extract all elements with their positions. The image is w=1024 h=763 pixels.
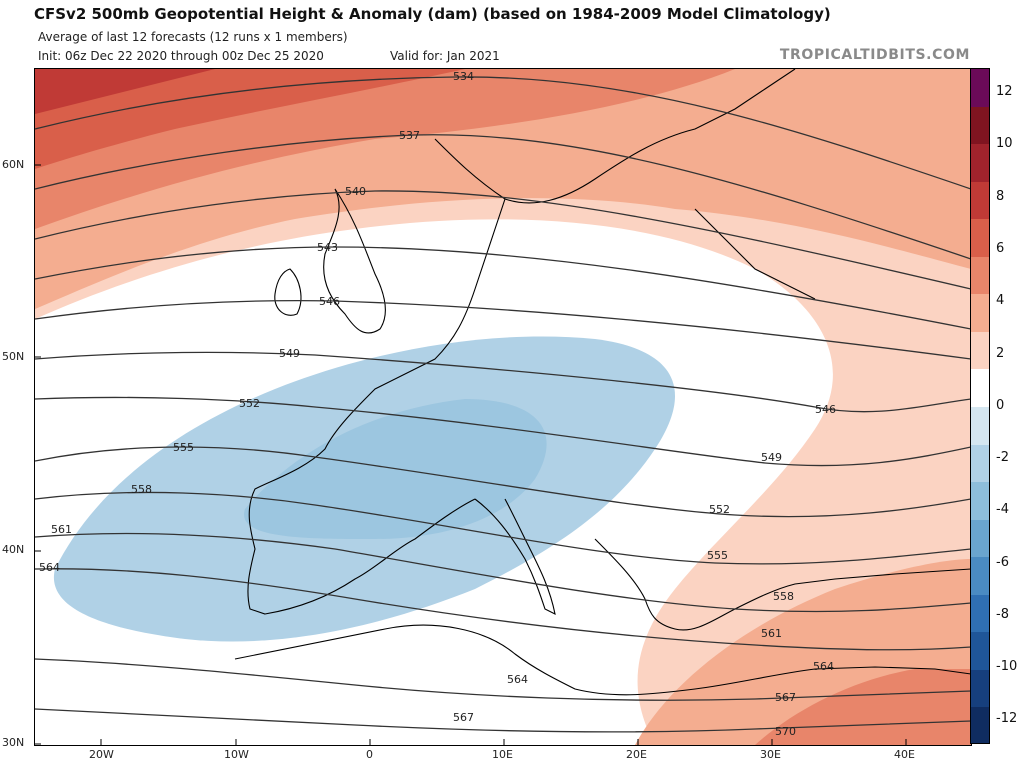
contour-labels: 534 537 540 543 546 549 552 555 558 561 … [39,70,836,738]
western-europe-coast [247,198,506,615]
lon-label-30e: 30E [760,748,781,761]
baltic-coast [694,208,816,300]
chart-title: CFSv2 500mb Geopotential Height & Anomal… [34,5,831,23]
colorbar-segment [971,707,989,743]
colorbar-segment [971,144,989,183]
colorbar-segment [971,369,989,408]
contour-label: 555 [173,441,194,454]
colorbar-label: 2 [996,346,1005,361]
contour-label: 537 [399,129,420,142]
colorbar-segment [971,69,989,108]
axis-ticks [35,164,907,745]
colorbar-segment [971,256,989,295]
scandinavia-coast [434,69,796,204]
colorbar-label: 0 [996,398,1005,413]
colorbar-label: 10 [996,136,1013,151]
colorbar-segment [971,294,989,333]
colorbar-segment [971,482,989,521]
lat-label-30n: 30N [2,736,25,749]
contour-label: 534 [453,70,474,83]
contour-label: 549 [761,451,782,464]
colorbar-segment [971,106,989,145]
colorbar-segment [971,557,989,596]
contour-label: 546 [815,403,836,416]
contour-label: 558 [773,590,794,603]
contour-546 [35,299,971,360]
contour-label: 543 [317,241,338,254]
colorbar-segment [971,219,989,258]
contour-558 [35,491,971,565]
north-africa-coast [234,624,971,696]
great-britain-coast [323,188,386,334]
lon-label-20w: 20W [89,748,114,761]
contour-label: 567 [775,691,796,704]
lon-label-10e: 10E [492,748,513,761]
contour-537 [35,134,971,260]
contour-label: 546 [319,295,340,308]
contour-549 [35,351,971,413]
colorbar-label: 4 [996,293,1005,308]
contour-label: 540 [345,185,366,198]
lat-label-50n: 50N [2,350,25,363]
init-time: Init: 06z Dec 22 2020 through 00z Dec 25… [38,49,324,63]
contour-label: 564 [39,561,60,574]
colorbar-segment [971,407,989,446]
contour-543 [35,246,971,330]
colorbar [970,68,990,744]
map-svg: 534 537 540 543 546 549 552 555 558 561 … [35,69,971,745]
height-contours [35,76,971,733]
lat-label-40n: 40N [2,543,25,556]
header: CFSv2 500mb Geopotential Height & Anomal… [4,0,1020,66]
ireland-coast [274,268,302,316]
colorbar-label: -12 [996,711,1018,726]
colorbar-label: -6 [996,555,1009,570]
contour-label: 564 [813,660,834,673]
contour-label: 549 [279,347,300,360]
lat-label-60n: 60N [2,158,25,171]
contour-555 [35,446,971,518]
colorbar-segment [971,181,989,220]
lon-label-10w: 10W [224,748,249,761]
anomaly-positive-6 [35,69,465,169]
chart-subtitle: Average of last 12 forecasts (12 runs x … [38,30,348,44]
contour-label: 561 [51,523,72,536]
colorbar-segment [971,519,989,558]
balkans-turkey-coast [594,538,971,631]
contour-label: 552 [239,397,260,410]
contour-561 [35,532,971,613]
colorbar-label: -10 [996,659,1018,674]
lon-label-40e: 40E [894,748,915,761]
map-panel: 534 537 540 543 546 549 552 555 558 561 … [34,68,972,746]
contour-label: 564 [507,673,528,686]
lon-label-0: 0 [366,748,373,761]
contour-564 [35,568,971,651]
colorbar-segment [971,444,989,483]
contour-552 [35,396,971,467]
anomaly-positive-southeast-4 [755,669,971,745]
contour-570 [35,708,971,733]
colorbar-segment [971,669,989,708]
colorbar-segment [971,632,989,671]
valid-time: Valid for: Jan 2021 [390,49,500,63]
colorbar-label: -8 [996,607,1009,622]
brand-watermark: TROPICALTIDBITS.COM [779,47,970,63]
contour-label: 570 [775,725,796,738]
contour-label: 558 [131,483,152,496]
colorbar-label: -4 [996,502,1009,517]
contour-label: 552 [709,503,730,516]
colorbar-label: 12 [996,84,1013,99]
contour-label: 567 [453,711,474,724]
contour-label: 555 [707,549,728,562]
contour-534 [35,76,971,190]
contour-567 [35,658,971,701]
colorbar-label: -2 [996,450,1009,465]
colorbar-label: 8 [996,189,1005,204]
colorbar-segment [971,331,989,370]
colorbar-segment [971,594,989,633]
colorbar-label: 6 [996,241,1005,256]
lon-label-20e: 20E [626,748,647,761]
anomaly-positive-8 [35,69,215,114]
contour-540 [35,190,971,290]
contour-label: 561 [761,627,782,640]
